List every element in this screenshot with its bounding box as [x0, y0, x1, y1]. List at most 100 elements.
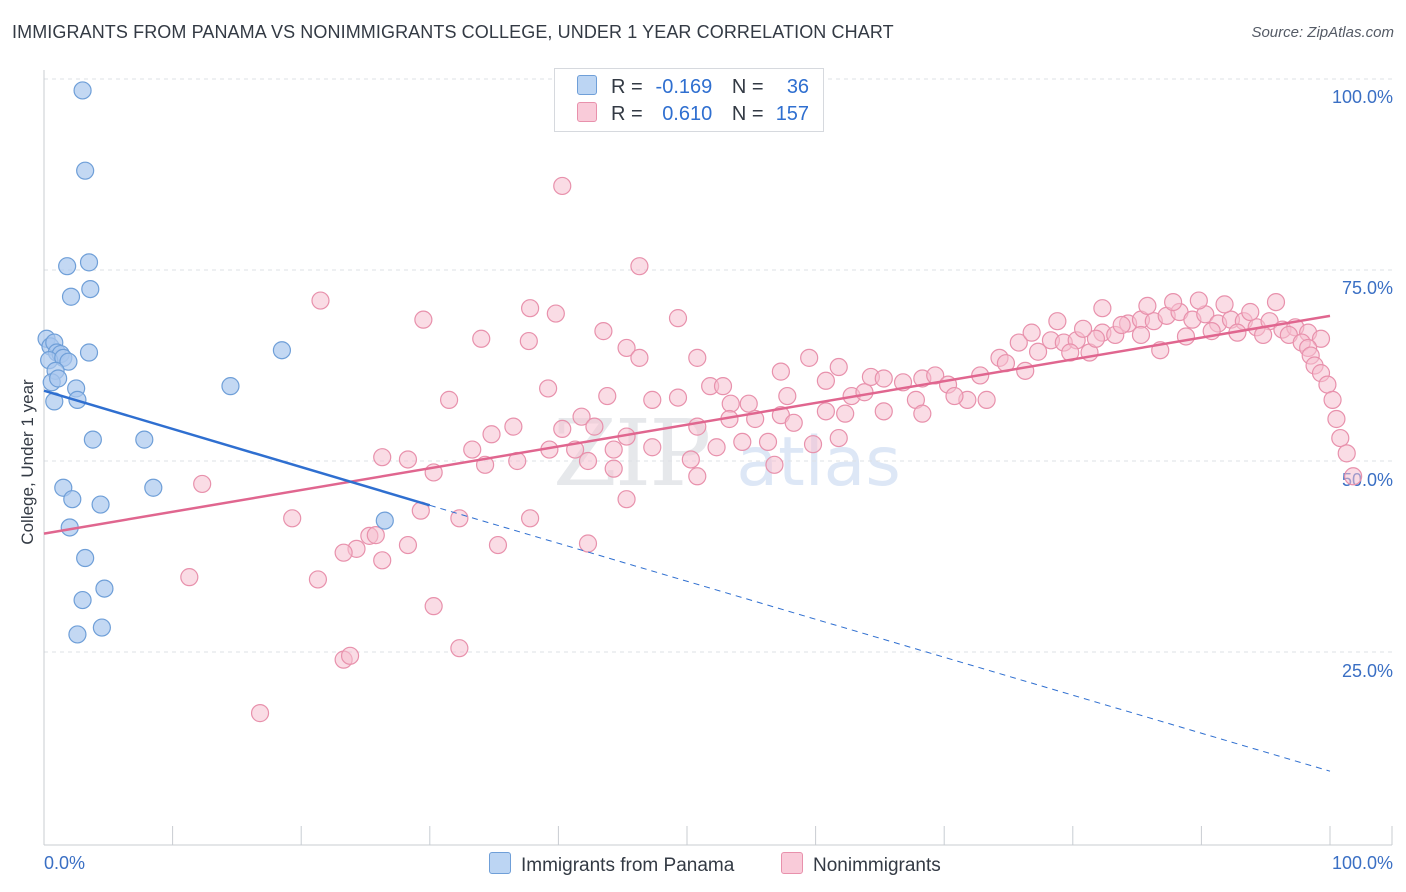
- nonimmigrants-point: [778, 386, 797, 406]
- legend-swatch-pink: [577, 102, 597, 122]
- nonimmigrants-point: [398, 535, 418, 555]
- legend-row-panama: R = -0.169 N = 36: [577, 75, 809, 101]
- nonimmigrants-point: [829, 428, 848, 448]
- nonimmigrants-point: [688, 467, 707, 486]
- nonimmigrants-point: [630, 257, 649, 276]
- nonimmigrants-point: [733, 432, 752, 451]
- nonimmigrants-point: [1093, 299, 1112, 318]
- panama-point: [79, 343, 99, 362]
- nonimmigrants-point: [594, 322, 613, 341]
- panama-point: [95, 579, 114, 598]
- nonimmigrants-point: [572, 407, 591, 426]
- bottom-legend-nonimmigrants: Nonimmigrants: [781, 852, 941, 877]
- nonimmigrants-point: [1241, 302, 1260, 322]
- bottom-legend-swatch-pink: [781, 852, 803, 874]
- panama-point: [135, 430, 154, 449]
- nonimmigrants-point: [439, 390, 459, 409]
- nonimmigrants-point: [721, 394, 740, 413]
- nonimmigrants-point: [803, 435, 823, 454]
- nonimmigrants-point: [688, 417, 707, 436]
- legend-n-value: 36: [786, 76, 810, 98]
- nonimmigrants-point: [1073, 319, 1093, 338]
- nonimmigrants-point: [977, 390, 996, 409]
- nonimmigrants-point: [250, 704, 270, 723]
- nonimmigrants-point: [681, 450, 700, 469]
- nonimmigrants-point: [836, 404, 855, 423]
- nonimmigrants-point: [1311, 329, 1331, 348]
- nonimmigrants-point: [1048, 312, 1067, 331]
- nonimmigrants-point: [758, 432, 778, 451]
- panama-trendline-extension: [429, 504, 1331, 772]
- y-axis-label: College, Under 1 year: [18, 379, 37, 545]
- legend-n-label: N =: [731, 103, 764, 125]
- nonimmigrants-point: [800, 348, 819, 367]
- panama-point: [91, 495, 110, 514]
- nonimmigrants-point: [539, 379, 558, 398]
- nonimmigrants-point: [366, 526, 385, 545]
- nonimmigrants-point: [463, 440, 482, 459]
- nonimmigrants-point: [521, 509, 540, 528]
- nonimmigrants-point: [1327, 409, 1346, 429]
- nonimmigrants-point: [1331, 428, 1350, 448]
- nonimmigrants-point: [414, 310, 433, 329]
- nonimmigrants-point: [450, 509, 469, 528]
- panama-point: [81, 280, 100, 299]
- nonimmigrants-point: [1164, 292, 1183, 312]
- nonimmigrants-point: [1318, 375, 1337, 394]
- nonimmigrants-point: [1323, 390, 1342, 409]
- nonimmigrants-point: [398, 450, 418, 469]
- x-tick-label-max: 100.0%: [1332, 853, 1393, 873]
- bottom-legend-panama: Immigrants from Panama: [489, 852, 734, 877]
- legend-r-value: -0.169: [655, 76, 713, 98]
- nonimmigrants-point: [1138, 296, 1157, 316]
- bottom-legend-swatch-blue: [489, 852, 511, 874]
- legend-r-value: 0.610: [662, 103, 713, 125]
- nonimmigrants-point: [1086, 329, 1106, 348]
- legend-n-label: N =: [731, 76, 764, 98]
- bottom-legend-label-panama: Immigrants from Panama: [521, 855, 735, 876]
- nonimmigrants-point: [688, 348, 707, 367]
- nonimmigrants-point: [373, 551, 392, 570]
- panama-point: [92, 618, 111, 637]
- nonimmigrants-point: [424, 597, 443, 616]
- panama-trendline: [43, 389, 431, 507]
- y-tick-label: 100.0%: [1332, 87, 1393, 107]
- panama-point: [73, 81, 92, 100]
- nonimmigrants-point: [1266, 292, 1286, 312]
- y-tick-label: 25.0%: [1342, 661, 1393, 681]
- nonimmigrants-point: [739, 394, 758, 413]
- panama-point: [58, 257, 77, 276]
- nonimmigrants-point: [1189, 291, 1208, 310]
- nonimmigrants-point: [604, 440, 623, 459]
- nonimmigrants-point: [311, 291, 330, 310]
- nonimmigrants-point: [668, 388, 688, 407]
- panama-point: [73, 590, 92, 610]
- nonimmigrants-point: [617, 338, 636, 358]
- panama-point: [61, 287, 81, 306]
- nonimmigrants-point: [180, 568, 199, 587]
- nonimmigrants-point: [472, 329, 491, 348]
- panama-point: [144, 478, 163, 497]
- panama-point: [63, 490, 82, 509]
- legend-swatch-blue: [577, 75, 597, 95]
- legend-r-label: R =: [611, 103, 643, 125]
- correlation-legend: R = -0.169 N = 36 R = 0.610 N = 157: [554, 68, 824, 132]
- panama-point: [76, 161, 95, 180]
- panama-point: [272, 341, 292, 360]
- nonimmigrants-point: [630, 348, 649, 367]
- nonimmigrants-point: [519, 331, 538, 351]
- nonimmigrants-point: [771, 362, 790, 381]
- chart-title: IMMIGRANTS FROM PANAMA VS NONIMMIGRANTS …: [12, 22, 894, 42]
- panama-point: [68, 625, 87, 644]
- nonimmigrants-point: [707, 438, 726, 457]
- nonimmigrants-point: [1028, 342, 1048, 361]
- nonimmigrants-point: [765, 455, 784, 474]
- nonimmigrants-point: [913, 404, 932, 423]
- nonimmigrants-point: [283, 509, 302, 528]
- nonimmigrants-point: [1215, 295, 1234, 314]
- nonimmigrants-point: [1009, 333, 1028, 352]
- nonimmigrants-point: [1344, 467, 1363, 486]
- nonimmigrants-point: [816, 371, 835, 390]
- nonimmigrants-point: [546, 304, 565, 323]
